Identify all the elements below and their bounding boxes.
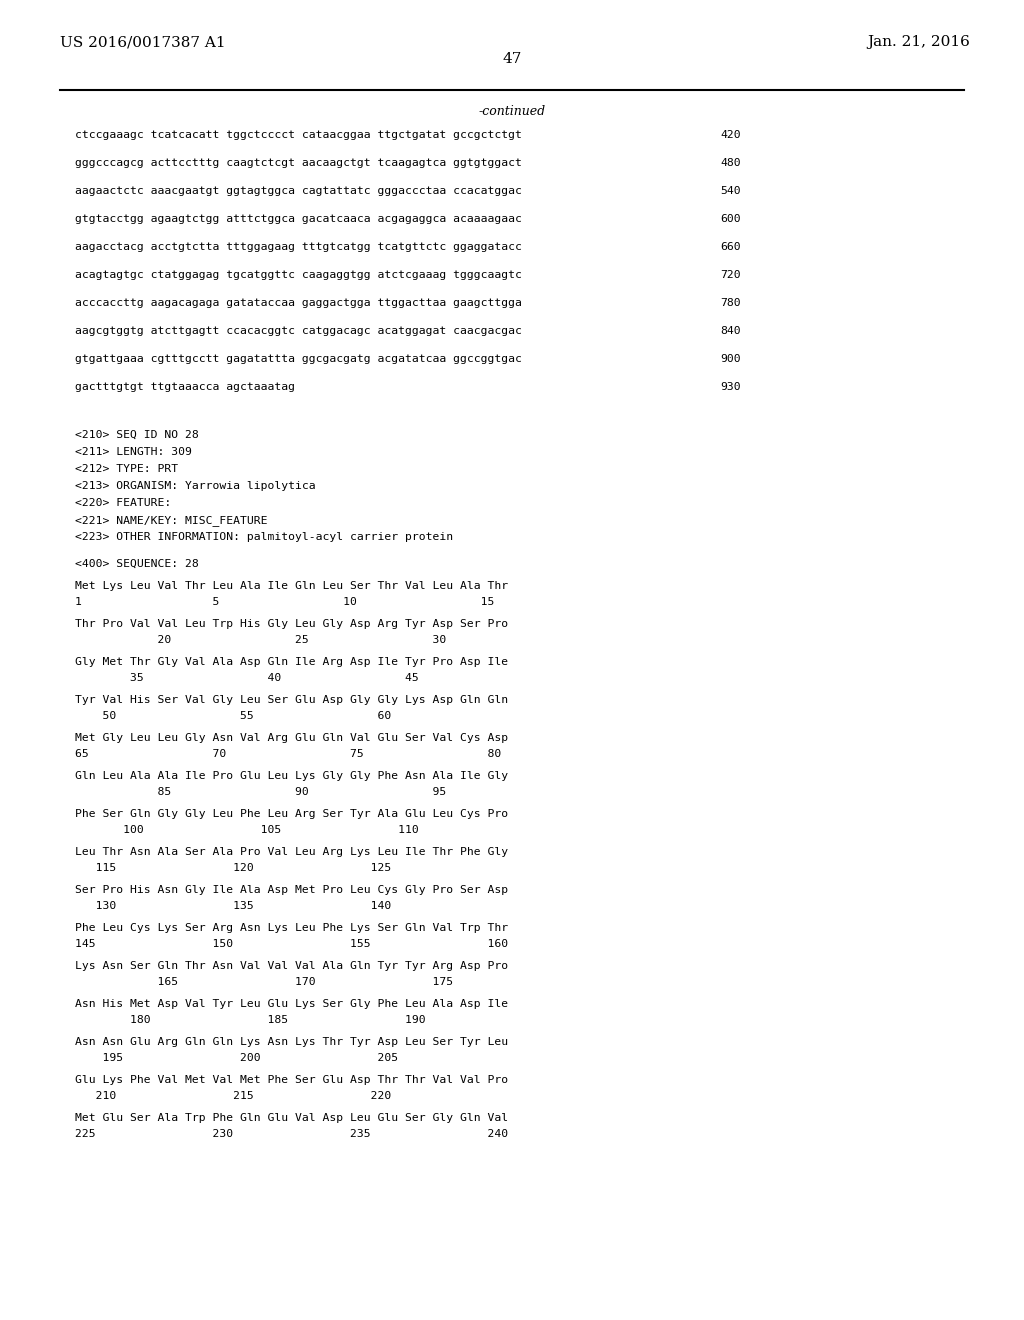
Text: <221> NAME/KEY: MISC_FEATURE: <221> NAME/KEY: MISC_FEATURE [75, 515, 267, 525]
Text: Asn Asn Glu Arg Gln Gln Lys Asn Lys Thr Tyr Asp Leu Ser Tyr Leu: Asn Asn Glu Arg Gln Gln Lys Asn Lys Thr … [75, 1038, 508, 1047]
Text: 65                  70                  75                  80: 65 70 75 80 [75, 748, 502, 759]
Text: Gly Met Thr Gly Val Ala Asp Gln Ile Arg Asp Ile Tyr Pro Asp Ile: Gly Met Thr Gly Val Ala Asp Gln Ile Arg … [75, 657, 508, 667]
Text: <210> SEQ ID NO 28: <210> SEQ ID NO 28 [75, 430, 199, 440]
Text: <223> OTHER INFORMATION: palmitoyl-acyl carrier protein: <223> OTHER INFORMATION: palmitoyl-acyl … [75, 532, 454, 543]
Text: 900: 900 [720, 354, 740, 364]
Text: 165                 170                 175: 165 170 175 [75, 977, 454, 987]
Text: 100                 105                 110: 100 105 110 [75, 825, 419, 836]
Text: aagcgtggtg atcttgagtt ccacacggtc catggacagc acatggagat caacgacgac: aagcgtggtg atcttgagtt ccacacggtc catggac… [75, 326, 522, 337]
Text: 85                  90                  95: 85 90 95 [75, 787, 446, 797]
Text: Phe Leu Cys Lys Ser Arg Asn Lys Leu Phe Lys Ser Gln Val Trp Thr: Phe Leu Cys Lys Ser Arg Asn Lys Leu Phe … [75, 923, 508, 933]
Text: 660: 660 [720, 242, 740, 252]
Text: Lys Asn Ser Gln Thr Asn Val Val Val Ala Gln Tyr Tyr Arg Asp Pro: Lys Asn Ser Gln Thr Asn Val Val Val Ala … [75, 961, 508, 972]
Text: gggcccagcg acttcctttg caagtctcgt aacaagctgt tcaagagtca ggtgtggact: gggcccagcg acttcctttg caagtctcgt aacaagc… [75, 158, 522, 168]
Text: US 2016/0017387 A1: US 2016/0017387 A1 [60, 36, 225, 49]
Text: 20                  25                  30: 20 25 30 [75, 635, 446, 645]
Text: 47: 47 [503, 51, 521, 66]
Text: acccaccttg aagacagaga gatataccaa gaggactgga ttggacttaa gaagcttgga: acccaccttg aagacagaga gatataccaa gaggact… [75, 298, 522, 308]
Text: Asn His Met Asp Val Tyr Leu Glu Lys Ser Gly Phe Leu Ala Asp Ile: Asn His Met Asp Val Tyr Leu Glu Lys Ser … [75, 999, 508, 1008]
Text: 720: 720 [720, 271, 740, 280]
Text: ctccgaaagc tcatcacatt tggctcccct cataacggaa ttgctgatat gccgctctgt: ctccgaaagc tcatcacatt tggctcccct cataacg… [75, 129, 522, 140]
Text: 930: 930 [720, 381, 740, 392]
Text: -continued: -continued [478, 106, 546, 117]
Text: acagtagtgc ctatggagag tgcatggttc caagaggtgg atctcgaaag tgggcaagtc: acagtagtgc ctatggagag tgcatggttc caagagg… [75, 271, 522, 280]
Text: 225                 230                 235                 240: 225 230 235 240 [75, 1129, 508, 1139]
Text: Leu Thr Asn Ala Ser Ala Pro Val Leu Arg Lys Leu Ile Thr Phe Gly: Leu Thr Asn Ala Ser Ala Pro Val Leu Arg … [75, 847, 508, 857]
Text: 780: 780 [720, 298, 740, 308]
Text: <213> ORGANISM: Yarrowia lipolytica: <213> ORGANISM: Yarrowia lipolytica [75, 480, 315, 491]
Text: gtgattgaaa cgtttgcctt gagatattta ggcgacgatg acgatatcaa ggccggtgac: gtgattgaaa cgtttgcctt gagatattta ggcgacg… [75, 354, 522, 364]
Text: Ser Pro His Asn Gly Ile Ala Asp Met Pro Leu Cys Gly Pro Ser Asp: Ser Pro His Asn Gly Ile Ala Asp Met Pro … [75, 884, 508, 895]
Text: Met Lys Leu Val Thr Leu Ala Ile Gln Leu Ser Thr Val Leu Ala Thr: Met Lys Leu Val Thr Leu Ala Ile Gln Leu … [75, 581, 508, 591]
Text: gactttgtgt ttgtaaacca agctaaatag: gactttgtgt ttgtaaacca agctaaatag [75, 381, 295, 392]
Text: 35                  40                  45: 35 40 45 [75, 673, 419, 682]
Text: 540: 540 [720, 186, 740, 195]
Text: 50                  55                  60: 50 55 60 [75, 711, 391, 721]
Text: 145                 150                 155                 160: 145 150 155 160 [75, 939, 508, 949]
Text: aagaactctc aaacgaatgt ggtagtggca cagtattatc gggaccctaa ccacatggac: aagaactctc aaacgaatgt ggtagtggca cagtatt… [75, 186, 522, 195]
Text: aagacctacg acctgtctta tttggagaag tttgtcatgg tcatgttctc ggaggatacc: aagacctacg acctgtctta tttggagaag tttgtca… [75, 242, 522, 252]
Text: Tyr Val His Ser Val Gly Leu Ser Glu Asp Gly Gly Lys Asp Gln Gln: Tyr Val His Ser Val Gly Leu Ser Glu Asp … [75, 696, 508, 705]
Text: Glu Lys Phe Val Met Val Met Phe Ser Glu Asp Thr Thr Val Val Pro: Glu Lys Phe Val Met Val Met Phe Ser Glu … [75, 1074, 508, 1085]
Text: Phe Ser Gln Gly Gly Leu Phe Leu Arg Ser Tyr Ala Glu Leu Cys Pro: Phe Ser Gln Gly Gly Leu Phe Leu Arg Ser … [75, 809, 508, 818]
Text: 195                 200                 205: 195 200 205 [75, 1053, 398, 1063]
Text: <212> TYPE: PRT: <212> TYPE: PRT [75, 465, 178, 474]
Text: 180                 185                 190: 180 185 190 [75, 1015, 426, 1026]
Text: 480: 480 [720, 158, 740, 168]
Text: gtgtacctgg agaagtctgg atttctggca gacatcaaca acgagaggca acaaaagaac: gtgtacctgg agaagtctgg atttctggca gacatca… [75, 214, 522, 224]
Text: 115                 120                 125: 115 120 125 [75, 863, 391, 873]
Text: 1                   5                  10                  15: 1 5 10 15 [75, 597, 495, 607]
Text: Met Gly Leu Leu Gly Asn Val Arg Glu Gln Val Glu Ser Val Cys Asp: Met Gly Leu Leu Gly Asn Val Arg Glu Gln … [75, 733, 508, 743]
Text: Met Glu Ser Ala Trp Phe Gln Glu Val Asp Leu Glu Ser Gly Gln Val: Met Glu Ser Ala Trp Phe Gln Glu Val Asp … [75, 1113, 508, 1123]
Text: Thr Pro Val Val Leu Trp His Gly Leu Gly Asp Arg Tyr Asp Ser Pro: Thr Pro Val Val Leu Trp His Gly Leu Gly … [75, 619, 508, 630]
Text: 130                 135                 140: 130 135 140 [75, 902, 391, 911]
Text: <220> FEATURE:: <220> FEATURE: [75, 498, 171, 508]
Text: Gln Leu Ala Ala Ile Pro Glu Leu Lys Gly Gly Phe Asn Ala Ile Gly: Gln Leu Ala Ala Ile Pro Glu Leu Lys Gly … [75, 771, 508, 781]
Text: 840: 840 [720, 326, 740, 337]
Text: 210                 215                 220: 210 215 220 [75, 1092, 391, 1101]
Text: Jan. 21, 2016: Jan. 21, 2016 [867, 36, 970, 49]
Text: 420: 420 [720, 129, 740, 140]
Text: <400> SEQUENCE: 28: <400> SEQUENCE: 28 [75, 558, 199, 569]
Text: 600: 600 [720, 214, 740, 224]
Text: <211> LENGTH: 309: <211> LENGTH: 309 [75, 447, 191, 457]
